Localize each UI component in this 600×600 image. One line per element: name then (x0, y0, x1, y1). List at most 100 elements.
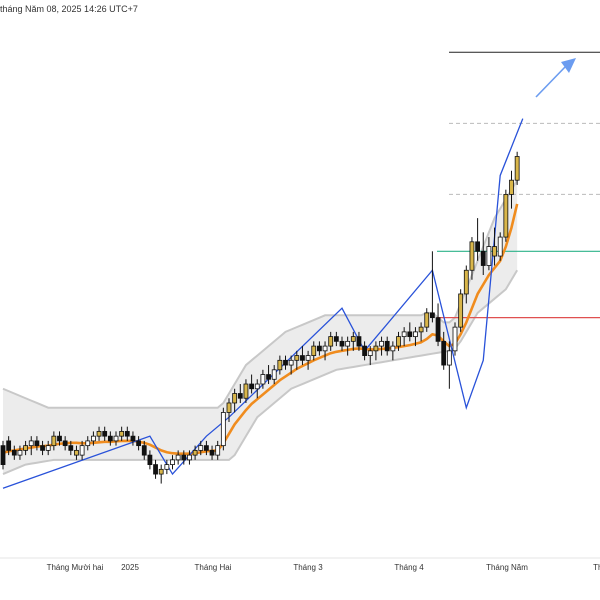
candle[interactable] (503, 189, 509, 242)
candle[interactable] (96, 426, 102, 441)
candle[interactable] (153, 459, 158, 479)
candle[interactable] (373, 341, 379, 361)
candle[interactable] (356, 331, 362, 351)
candle[interactable] (0, 440, 6, 470)
candle[interactable] (136, 436, 142, 451)
candle[interactable] (198, 440, 204, 456)
candle[interactable] (57, 431, 62, 446)
candle[interactable] (249, 374, 255, 394)
candle[interactable] (384, 336, 390, 356)
candle[interactable] (45, 440, 51, 456)
candle-body (492, 246, 497, 257)
candle[interactable] (11, 445, 17, 460)
candle[interactable] (379, 336, 384, 356)
candle[interactable] (119, 426, 125, 441)
candle[interactable] (215, 440, 221, 460)
candle[interactable] (458, 289, 464, 332)
candle[interactable] (271, 365, 277, 385)
candle[interactable] (147, 450, 153, 470)
candle-body (23, 445, 29, 451)
candle[interactable] (497, 232, 503, 261)
candle[interactable] (232, 388, 238, 413)
candle[interactable] (486, 237, 492, 271)
candle[interactable] (350, 331, 356, 351)
candle[interactable] (79, 440, 85, 460)
candle[interactable] (40, 440, 45, 456)
candle[interactable] (322, 341, 328, 361)
candle[interactable] (345, 336, 351, 356)
candle[interactable] (328, 331, 334, 351)
candle[interactable] (113, 431, 119, 446)
candle-body (175, 454, 181, 461)
candle[interactable] (311, 341, 317, 361)
candle[interactable] (283, 355, 288, 370)
candle[interactable] (418, 322, 424, 342)
candle[interactable] (333, 331, 339, 347)
candle[interactable] (254, 379, 260, 399)
candle-body (497, 236, 503, 257)
candle[interactable] (407, 322, 413, 342)
candle[interactable] (260, 369, 266, 389)
candle[interactable] (288, 355, 294, 375)
candle[interactable] (452, 322, 458, 356)
candle[interactable] (294, 350, 300, 370)
candle[interactable] (401, 327, 407, 347)
candle[interactable] (446, 341, 452, 389)
candle[interactable] (514, 151, 520, 185)
candle[interactable] (396, 331, 401, 351)
candle[interactable] (175, 450, 181, 465)
candle[interactable] (85, 436, 91, 451)
candle[interactable] (509, 170, 514, 209)
candle[interactable] (429, 251, 435, 323)
candle[interactable] (17, 445, 23, 460)
candle[interactable] (367, 346, 373, 366)
candle[interactable] (203, 440, 209, 456)
candle[interactable] (305, 350, 311, 370)
x-tick-label: Tháng 3 (293, 563, 323, 572)
candle[interactable] (23, 440, 29, 456)
candle[interactable] (413, 327, 418, 347)
candle[interactable] (220, 407, 226, 451)
candle[interactable] (492, 227, 497, 266)
candle[interactable] (362, 341, 368, 361)
candle[interactable] (424, 308, 430, 332)
candle[interactable] (141, 440, 147, 460)
candle[interactable] (237, 384, 243, 403)
x-tick-label: Tháng Mười hai (47, 563, 104, 572)
candle[interactable] (181, 450, 187, 465)
candle[interactable] (124, 426, 130, 441)
candle[interactable] (74, 445, 79, 460)
candle[interactable] (187, 450, 192, 465)
candle[interactable] (226, 398, 232, 422)
candle[interactable] (34, 436, 40, 451)
candle[interactable] (339, 336, 345, 351)
candle[interactable] (441, 331, 447, 370)
candle[interactable] (51, 431, 57, 451)
candle[interactable] (480, 232, 486, 275)
candle[interactable] (243, 379, 249, 403)
candle[interactable] (266, 365, 271, 385)
candle-layer[interactable] (0, 151, 520, 484)
candle[interactable] (158, 464, 164, 484)
candle[interactable] (164, 459, 170, 475)
candle[interactable] (6, 436, 12, 456)
candle[interactable] (316, 341, 322, 356)
candle[interactable] (300, 346, 305, 366)
candle[interactable] (463, 265, 469, 304)
candle[interactable] (68, 440, 74, 456)
candle[interactable] (209, 445, 215, 460)
candle[interactable] (277, 355, 283, 375)
candle[interactable] (435, 303, 441, 347)
candle[interactable] (102, 426, 108, 441)
candle[interactable] (192, 445, 198, 460)
candle[interactable] (107, 431, 113, 446)
candle[interactable] (91, 431, 96, 446)
candle[interactable] (475, 218, 481, 261)
candle[interactable] (28, 436, 34, 456)
candle[interactable] (469, 237, 475, 280)
candle[interactable] (390, 341, 396, 361)
candle[interactable] (170, 455, 175, 470)
candle[interactable] (130, 431, 136, 446)
candle[interactable] (62, 436, 68, 451)
